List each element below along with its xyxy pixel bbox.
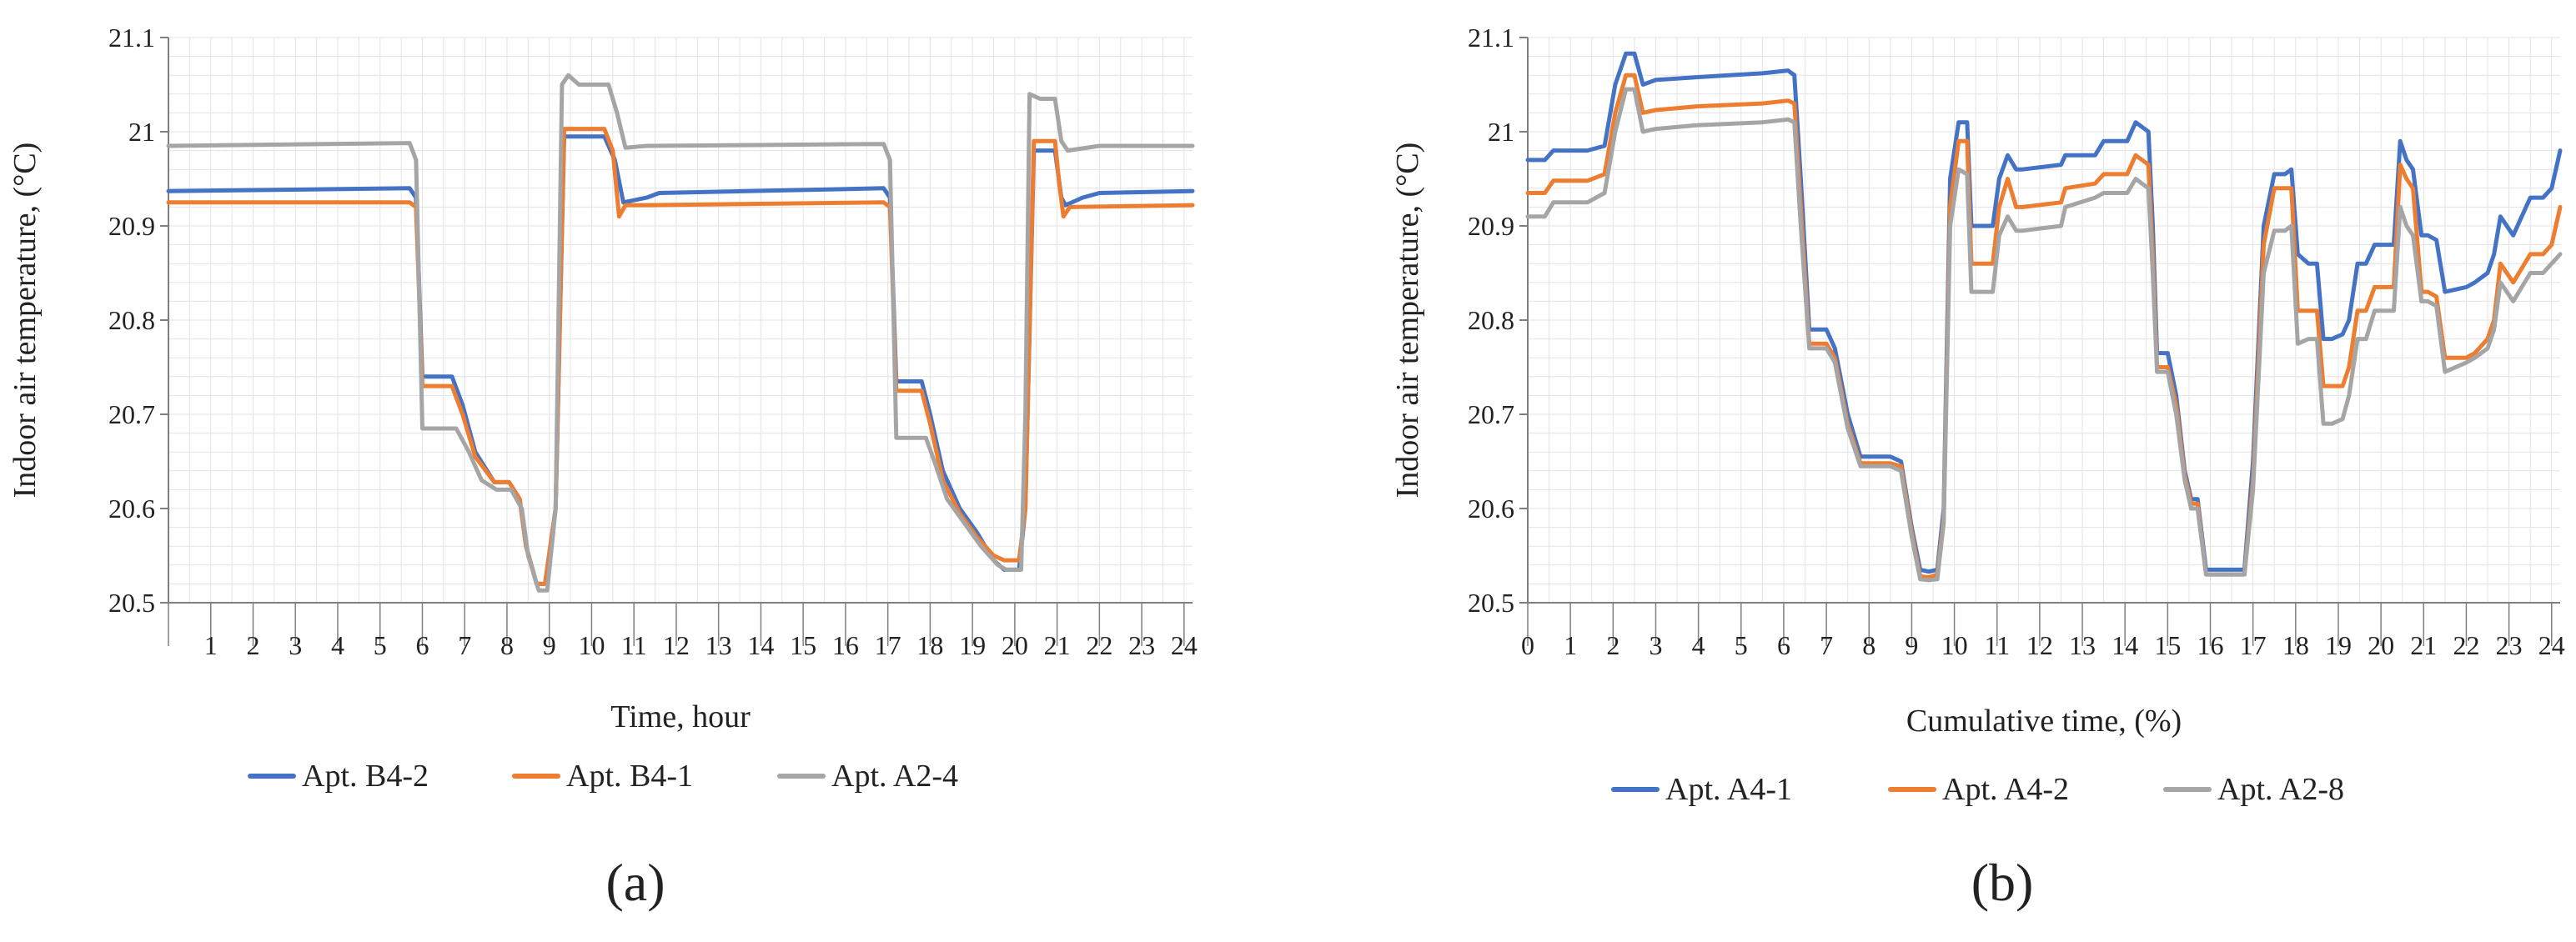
x-tick-label: 3	[1649, 630, 1662, 660]
panel-label: (a)	[605, 853, 665, 912]
x-tick-label: 5	[374, 630, 387, 660]
x-tick-label: 3	[289, 630, 302, 660]
x-axis-title: Cumulative time, (%)	[1906, 704, 2182, 739]
y-tick-label: 20.8	[1468, 305, 1514, 335]
y-tick-label: 21	[128, 117, 155, 147]
y-tick-label: 20.6	[108, 494, 155, 524]
x-tick-label: 4	[1692, 630, 1705, 660]
x-tick-label: 17	[2240, 630, 2267, 660]
x-tick-label: 1	[1564, 630, 1577, 660]
x-tick-label: 10	[578, 630, 605, 660]
x-tick-label: 22	[1086, 630, 1112, 660]
x-tick-label: 17	[875, 630, 901, 660]
x-tick-label: 21	[2410, 630, 2437, 660]
y-tick-label: 20.6	[1468, 494, 1514, 524]
x-tick-label: 20	[1002, 630, 1028, 660]
legend-label: Apt. A2-8	[2217, 772, 2344, 807]
x-tick-label: 23	[2496, 630, 2523, 660]
y-tick-label: 20.5	[1468, 588, 1514, 618]
x-axis-title: Time, hour	[610, 699, 751, 734]
x-tick-label: 13	[2069, 630, 2096, 660]
x-tick-label: 8	[500, 630, 514, 660]
x-tick-label: 8	[1862, 630, 1876, 660]
x-tick-label: 1	[204, 630, 218, 660]
x-tick-label: 15	[2154, 630, 2181, 660]
y-tick-label: 20.7	[108, 399, 155, 429]
y-tick-label: 20.8	[108, 305, 155, 335]
y-tick-label: 20.9	[1468, 211, 1514, 241]
x-tick-label: 2	[246, 630, 259, 660]
x-tick-label: 0	[1521, 630, 1534, 660]
x-tick-label: 19	[959, 630, 986, 660]
x-tick-label: 7	[1820, 630, 1833, 660]
legend-label: Apt. A4-2	[1942, 772, 2069, 807]
panel-label: (b)	[1971, 853, 2034, 912]
x-tick-label: 14	[2112, 630, 2138, 660]
x-tick-label: 18	[2282, 630, 2309, 660]
y-tick-label: 20.9	[108, 211, 155, 241]
x-tick-label: 16	[2197, 630, 2224, 660]
x-tick-label: 22	[2453, 630, 2479, 660]
x-tick-label: 20	[2368, 630, 2394, 660]
y-tick-label: 21.1	[1468, 23, 1514, 53]
x-tick-label: 16	[832, 630, 859, 660]
x-tick-label: 21	[1044, 630, 1071, 660]
x-tick-label: 7	[458, 630, 471, 660]
x-tick-label: 15	[790, 630, 816, 660]
x-tick-label: 23	[1128, 630, 1155, 660]
x-tick-label: 9	[1905, 630, 1918, 660]
x-tick-label: 5	[1735, 630, 1748, 660]
x-tick-label: 11	[1984, 630, 2010, 660]
x-tick-label: 24	[2538, 630, 2565, 660]
x-tick-label: 6	[415, 630, 429, 660]
legend-label: Apt. B4-1	[566, 759, 693, 794]
x-tick-label: 12	[2026, 630, 2053, 660]
series-line-apt-a2-8	[1525, 87, 2563, 583]
x-tick-label: 2	[1606, 630, 1619, 660]
x-tick-label: 24	[1171, 630, 1198, 660]
y-tick-label: 20.5	[108, 588, 155, 618]
legend-label: Apt. A4-1	[1665, 772, 1792, 807]
x-tick-label: 4	[331, 630, 344, 660]
y-tick-label: 21	[1488, 117, 1514, 147]
x-tick-label: 9	[543, 630, 556, 660]
x-tick-label: 19	[2325, 630, 2352, 660]
x-tick-label: 12	[663, 630, 690, 660]
x-tick-label: 6	[1777, 630, 1790, 660]
y-axis-title: Indoor air temperature, (°C)	[8, 143, 43, 499]
x-tick-label: 10	[1941, 630, 1968, 660]
x-tick-label: 11	[621, 630, 647, 660]
x-tick-label: 18	[916, 630, 943, 660]
y-tick-label: 20.7	[1468, 399, 1514, 429]
x-tick-label: 13	[706, 630, 732, 660]
y-axis-title: Indoor air temperature, (°C)	[1390, 143, 1425, 499]
y-tick-label: 21.1	[108, 23, 155, 53]
series-line-apt-a2-4	[166, 73, 1195, 593]
x-tick-label: 14	[747, 630, 774, 660]
legend-label: Apt. A2-4	[831, 759, 958, 794]
legend-label: Apt. B4-2	[302, 759, 429, 794]
